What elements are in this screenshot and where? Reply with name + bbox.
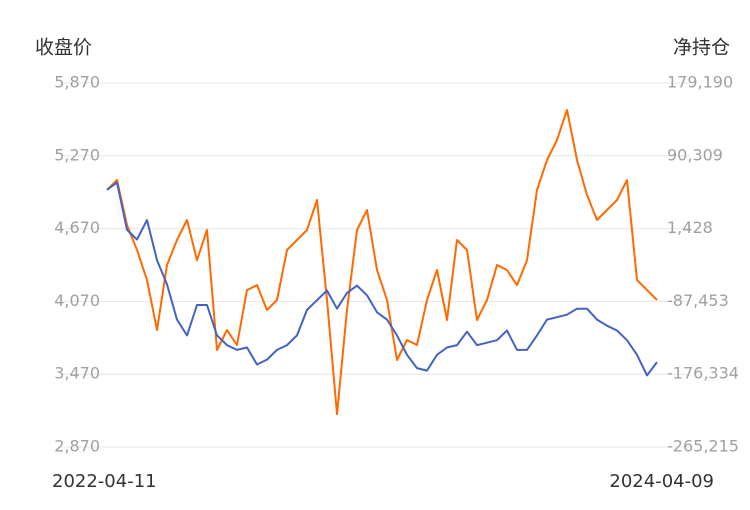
y-tick-label: 5,870: [54, 73, 100, 92]
x-tick-label: 2024-04-09: [609, 471, 714, 492]
y2-tick-label: -87,453: [667, 291, 729, 310]
y-axis-title: 收盘价: [35, 37, 92, 59]
series-line: [106, 109, 658, 416]
y2-axis-title: 净持仓: [673, 37, 730, 59]
y2-tick-label: -265,215: [667, 437, 739, 456]
y-tick-label: 4,670: [54, 218, 100, 237]
series-line: [106, 181, 658, 377]
y-tick-label: 3,470: [54, 364, 100, 383]
y-tick-label: 5,270: [54, 145, 100, 164]
y-tick-label: 4,070: [54, 291, 100, 310]
y2-tick-label: -176,334: [667, 364, 739, 383]
x-tick-label: 2022-04-11: [52, 471, 157, 492]
y2-tick-label: 1,428: [667, 218, 713, 237]
y2-tick-label: 90,309: [667, 145, 723, 164]
y2-tick-label: 179,190: [667, 73, 733, 92]
y-tick-label: 2,870: [54, 437, 100, 456]
